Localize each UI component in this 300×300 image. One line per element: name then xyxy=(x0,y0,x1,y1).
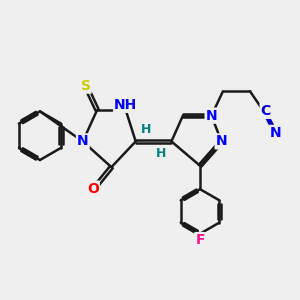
Text: C: C xyxy=(261,104,271,118)
Text: S: S xyxy=(81,79,91,93)
Text: H: H xyxy=(140,123,151,136)
Text: N: N xyxy=(270,126,282,140)
Text: O: O xyxy=(87,182,99,196)
Text: NH: NH xyxy=(114,98,137,112)
Text: N: N xyxy=(77,134,88,148)
Text: F: F xyxy=(195,233,205,247)
Text: H: H xyxy=(156,147,167,160)
Text: N: N xyxy=(206,109,217,123)
Text: N: N xyxy=(216,134,227,148)
